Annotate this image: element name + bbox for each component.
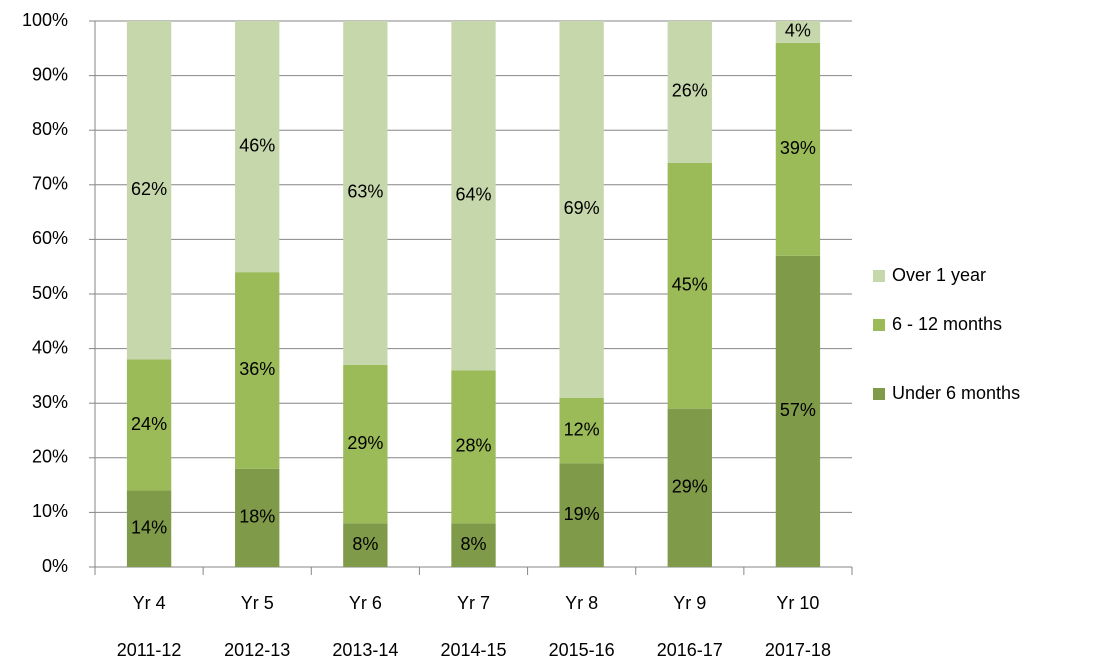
bar-segment	[343, 21, 388, 365]
bar-segment	[667, 21, 712, 163]
bar-segment	[235, 272, 280, 469]
bar-segment	[451, 21, 496, 371]
legend-label: Under 6 months	[892, 383, 1020, 403]
bar-segment	[126, 359, 172, 491]
bar-segment	[126, 490, 172, 567]
x-tick-sublabel: 2013-14	[332, 640, 398, 660]
data-label: 57%	[780, 400, 816, 420]
data-label: 24%	[131, 414, 167, 434]
y-tick-label: 10%	[32, 501, 68, 521]
bar-segment	[775, 42, 821, 256]
legend-swatch	[873, 388, 885, 400]
bar-segment	[451, 523, 496, 567]
data-label: 14%	[131, 518, 167, 538]
data-label: 39%	[780, 138, 816, 158]
data-label: 46%	[239, 135, 275, 155]
x-tick-label: Yr 7	[457, 593, 490, 613]
legend-label: Over 1 year	[892, 265, 986, 285]
data-label: 45%	[672, 275, 708, 295]
y-tick-label: 40%	[32, 337, 68, 357]
bar-segment	[343, 523, 388, 567]
data-label: 18%	[239, 507, 275, 527]
legend-swatch	[873, 270, 885, 282]
data-label: 19%	[564, 504, 600, 524]
bar-segment	[775, 255, 821, 567]
data-label: 12%	[564, 419, 600, 439]
bar-segment	[126, 21, 172, 360]
data-label: 62%	[131, 179, 167, 199]
data-label: 4%	[785, 21, 811, 41]
x-tick-label: Yr 8	[565, 593, 598, 613]
bar-segment	[667, 408, 712, 567]
x-tick-sublabel: 2012-13	[224, 640, 290, 660]
data-label: 29%	[672, 477, 708, 497]
legend-label: 6 - 12 months	[892, 314, 1002, 334]
data-label: 8%	[460, 534, 486, 554]
y-tick-label: 0%	[42, 556, 68, 576]
x-tick-label: Yr 9	[673, 593, 706, 613]
data-label: 69%	[564, 198, 600, 218]
data-label: 63%	[347, 182, 383, 202]
data-label: 26%	[672, 81, 708, 101]
bar-segment	[667, 162, 712, 409]
x-tick-label: Yr 5	[241, 593, 274, 613]
x-tick-sublabel: 2014-15	[440, 640, 506, 660]
y-tick-label: 20%	[32, 447, 68, 467]
bar-segment	[559, 397, 604, 464]
x-tick-sublabel: 2017-18	[765, 640, 831, 660]
x-tick-sublabel: 2015-16	[549, 640, 615, 660]
bar-segment	[235, 468, 280, 567]
x-tick-sublabel: 2016-17	[657, 640, 723, 660]
data-label: 29%	[347, 433, 383, 453]
data-label: 64%	[455, 184, 491, 204]
x-tick-label: Yr 10	[776, 593, 819, 613]
bar-segment	[559, 21, 604, 398]
bar-segment	[775, 21, 821, 43]
y-tick-label: 80%	[32, 119, 68, 139]
y-tick-label: 90%	[32, 64, 68, 84]
y-tick-label: 50%	[32, 283, 68, 303]
bar-segment	[559, 463, 604, 567]
y-tick-label: 70%	[32, 174, 68, 194]
legend-swatch	[873, 319, 885, 331]
y-tick-label: 60%	[32, 228, 68, 248]
x-tick-sublabel: 2011-12	[117, 640, 182, 660]
data-label: 8%	[352, 534, 378, 554]
bar-segment	[451, 370, 496, 524]
y-tick-label: 100%	[22, 10, 68, 30]
x-tick-label: Yr 4	[133, 593, 166, 613]
data-label: 28%	[455, 436, 491, 456]
bar-segment	[235, 21, 280, 273]
bar-segment	[343, 364, 388, 524]
x-tick-label: Yr 6	[349, 593, 382, 613]
data-label: 36%	[239, 359, 275, 379]
y-tick-label: 30%	[32, 392, 68, 412]
